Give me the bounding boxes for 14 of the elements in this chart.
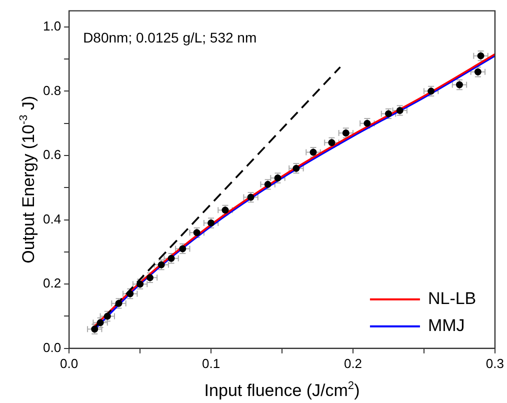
y-tick-label: 0.2 bbox=[42, 276, 62, 291]
legend-label: MMJ bbox=[428, 316, 465, 336]
y-tick-label: 0.8 bbox=[42, 82, 62, 98]
x-tick-label: 0.0 bbox=[60, 356, 78, 371]
legend-label: NL-LB bbox=[428, 289, 476, 308]
y-tick-label: 0.6 bbox=[42, 147, 62, 162]
x-tick-label: 0.2 bbox=[344, 356, 362, 371]
y-tick-label: 0.4 bbox=[42, 211, 62, 226]
annotation: D80nm; 0.0125 g/L; 532 nm bbox=[83, 30, 257, 46]
x-tick-label: 0.1 bbox=[202, 356, 220, 371]
x-tick-label: 0.3 bbox=[486, 356, 504, 371]
y-axis-title: Output Energy (10-3 J) bbox=[18, 96, 38, 264]
y-tick-label: 0.0 bbox=[42, 340, 62, 355]
y-tick-label: 1.0 bbox=[42, 18, 62, 34]
